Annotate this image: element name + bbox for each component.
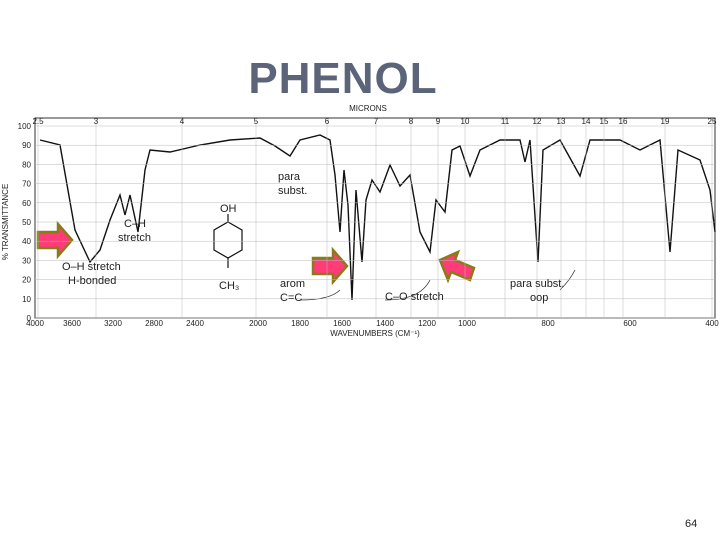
x-tick-label: 3600: [63, 319, 81, 328]
y-tick-label: 90: [22, 141, 31, 150]
y-tick-label: 60: [22, 199, 31, 208]
y-tick-label: 40: [22, 237, 31, 246]
structure-group: OH: [220, 203, 237, 215]
x-tick-label: 1400: [376, 319, 394, 328]
annotation: para: [278, 171, 301, 183]
annotation: C=C: [280, 292, 302, 304]
y-tick-label: 10: [22, 295, 31, 304]
top-tick-label: 25: [708, 117, 717, 126]
annotation: subst.: [278, 185, 307, 197]
top-tick-label: 9: [436, 117, 441, 126]
annotation: oop: [530, 292, 548, 304]
top-tick-label: 14: [582, 117, 591, 126]
x-axis-label: WAVENUMBERS (CM⁻¹): [330, 329, 420, 338]
annotation: para subst.: [510, 278, 564, 290]
annotation: H-bonded: [68, 275, 116, 287]
spectrum-trace: [39, 134, 716, 301]
annotation: C–O stretch: [385, 291, 444, 303]
y-tick-label: 30: [22, 256, 31, 265]
y-tick-label: 0: [27, 314, 32, 323]
top-tick-label: 6: [325, 117, 330, 126]
top-tick-label: 11: [501, 117, 510, 126]
annotation-bracket: [299, 269, 576, 301]
top-tick-label: 13: [557, 117, 566, 126]
y-tick-label: 50: [22, 218, 31, 227]
x-tick-label: 1200: [418, 319, 436, 328]
top-tick-label: 8: [409, 117, 414, 126]
top-tick-label: 15: [600, 117, 609, 126]
annotation: O–H stretch: [62, 261, 121, 273]
benzene-ring: [213, 214, 243, 268]
y-tick-label: 80: [22, 160, 31, 169]
top-axis-label: MICRONS: [349, 104, 387, 113]
x-tick-label: 1800: [291, 319, 309, 328]
top-tick-label: 10: [461, 117, 470, 126]
y-tick-label: 70: [22, 180, 31, 189]
x-tick-label: 1600: [333, 319, 351, 328]
y-axis-label: % TRANSMITTANCE: [1, 184, 10, 261]
x-tick-label: 2400: [186, 319, 204, 328]
y-tick-label: 100: [18, 122, 32, 131]
y-tick-label: 20: [22, 276, 31, 285]
top-tick-label: 3: [94, 117, 99, 126]
top-tick-label: 7: [374, 117, 379, 126]
x-tick-label: 1000: [458, 319, 476, 328]
top-tick-label: 2.5: [32, 117, 44, 126]
top-tick-label: 16: [619, 117, 628, 126]
x-tick-label: 800: [541, 319, 555, 328]
top-tick-label: 12: [533, 117, 542, 126]
x-tick-label: 600: [623, 319, 637, 328]
top-tick-label: 5: [254, 117, 259, 126]
x-tick-label: 4000: [26, 319, 44, 328]
arrows: [36, 220, 476, 286]
slide-title: PHENOL: [248, 54, 437, 103]
top-tick-label: 4: [180, 117, 185, 126]
x-tick-label: 2800: [145, 319, 163, 328]
x-tick-label: 2000: [249, 319, 267, 328]
x-tick-label: 3200: [104, 319, 122, 328]
structure-group: CH₃: [219, 280, 239, 292]
top-tick-label: 19: [661, 117, 670, 126]
annotation: arom: [280, 278, 305, 290]
page-number: 64: [685, 518, 697, 530]
x-tick-label: 400: [705, 319, 719, 328]
annotation: stretch: [118, 232, 151, 244]
annotation: C–H: [124, 218, 146, 230]
